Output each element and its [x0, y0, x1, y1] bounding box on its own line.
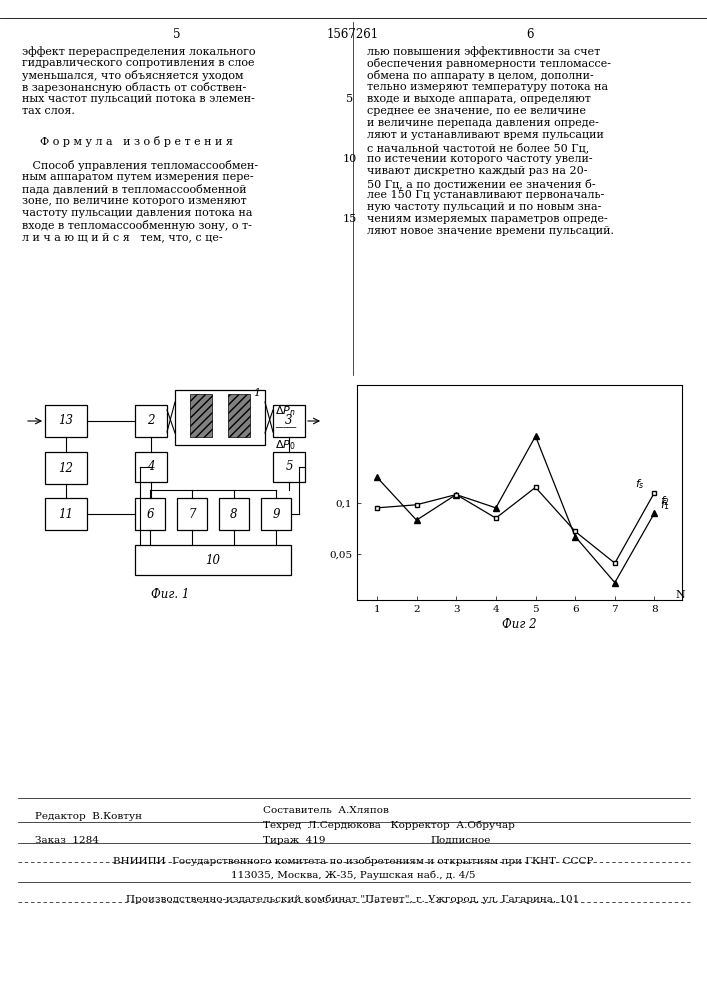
Text: входе и выходе аппарата, определяют: входе и выходе аппарата, определяют [367, 94, 591, 104]
Text: частоту пульсации давления потока на: частоту пульсации давления потока на [22, 208, 252, 218]
Text: Производственно-издательский комбинат "Патент", г. Ужгород, ул. Гагарина, 101: Производственно-издательский комбинат "П… [127, 895, 580, 904]
Text: 13: 13 [59, 414, 74, 428]
Text: и величине перепада давления опреде-: и величине перепада давления опреде- [367, 118, 599, 128]
Text: ную частоту пульсаций и по новым зна-: ную частоту пульсаций и по новым зна- [367, 202, 602, 212]
Text: обеспечения равномерности тепломассе-: обеспечения равномерности тепломассе- [367, 58, 611, 69]
Text: в зарезонансную область от собствен-: в зарезонансную область от собствен- [22, 82, 246, 93]
Text: 50 Гц, а по достижении ее значения б-: 50 Гц, а по достижении ее значения б- [367, 178, 595, 189]
Text: гидравлического сопротивления в слое: гидравлического сопротивления в слое [22, 58, 255, 68]
Bar [273, 452, 305, 482]
Text: 9: 9 [272, 508, 280, 520]
Bar [261, 498, 291, 530]
Text: по истечении которого частоту увели-: по истечении которого частоту увели- [367, 154, 592, 164]
Text: 7: 7 [188, 508, 196, 520]
Text: тах слоя.: тах слоя. [22, 106, 75, 116]
Text: 10: 10 [206, 554, 221, 566]
Text: входе в тепломассообменную зону, о т-: входе в тепломассообменную зону, о т- [22, 220, 252, 231]
Text: обмена по аппарату в целом, дополни-: обмена по аппарату в целом, дополни- [367, 70, 594, 81]
Text: 1: 1 [253, 388, 261, 398]
Text: чениям измеряемых параметров опреде-: чениям измеряемых параметров опреде- [367, 214, 608, 224]
Text: 12: 12 [59, 462, 74, 475]
Text: $\Delta P_0$: $\Delta P_0$ [275, 438, 296, 452]
Text: тельно измеряют температуру потока на: тельно измеряют температуру потока на [367, 82, 608, 92]
Bar [45, 405, 87, 437]
Text: ляют и устанавливают время пульсации: ляют и устанавливают время пульсации [367, 130, 604, 140]
Text: $\Delta P_n$: $\Delta P_n$ [275, 404, 296, 418]
Text: с начальной частотой не более 50 Гц,: с начальной частотой не более 50 Гц, [367, 142, 589, 153]
Bar [135, 498, 165, 530]
Text: Ф о р м у л а   и з о б р е т е н и я: Ф о р м у л а и з о б р е т е н и я [40, 136, 233, 147]
Text: Фиг 2: Фиг 2 [503, 618, 537, 631]
Text: Способ управления тепломассообмен-: Способ управления тепломассообмен- [22, 160, 258, 171]
Text: 11: 11 [59, 508, 74, 520]
Text: Техред  Л.Сердюкова   Корректор  А.Обручар: Техред Л.Сердюкова Корректор А.Обручар [263, 820, 515, 830]
Bar [228, 394, 250, 437]
Text: Подписное: Подписное [430, 836, 491, 845]
Text: 2: 2 [147, 414, 155, 428]
Text: 1567261: 1567261 [327, 28, 379, 41]
Text: N: N [675, 590, 685, 600]
Text: $f_2$: $f_2$ [660, 494, 670, 508]
Text: 15: 15 [343, 214, 357, 224]
Bar [45, 452, 87, 484]
Text: ─────: ───── [275, 425, 296, 431]
Text: Фиг. 1: Фиг. 1 [151, 588, 189, 601]
Bar [177, 498, 207, 530]
Text: 5: 5 [173, 28, 181, 41]
Text: среднее ее значение, по ее величине: среднее ее значение, по ее величине [367, 106, 586, 116]
Text: $f_s$: $f_s$ [635, 477, 645, 491]
Text: лью повышения эффективности за счет: лью повышения эффективности за счет [367, 46, 600, 57]
Bar [175, 390, 265, 445]
Text: эффект перераспределения локального: эффект перераспределения локального [22, 46, 255, 57]
Bar [135, 452, 167, 482]
Text: Редактор  В.Ковтун: Редактор В.Ковтун [35, 812, 142, 821]
Text: зоне, по величине которого изменяют: зоне, по величине которого изменяют [22, 196, 247, 206]
Bar [273, 405, 305, 437]
Bar [135, 405, 167, 437]
Bar [219, 498, 249, 530]
Text: ляют новое значение времени пульсаций.: ляют новое значение времени пульсаций. [367, 226, 614, 236]
Text: чивают дискретно каждый раз на 20-: чивают дискретно каждый раз на 20- [367, 166, 588, 176]
Text: ным аппаратом путем измерения пере-: ным аппаратом путем измерения пере- [22, 172, 254, 182]
Text: 5: 5 [346, 94, 354, 104]
Text: ных частот пульсаций потока в элемен-: ных частот пульсаций потока в элемен- [22, 94, 255, 104]
Text: 10: 10 [343, 154, 357, 164]
Text: 5: 5 [285, 460, 293, 474]
Text: Составитель  А.Хляпов: Составитель А.Хляпов [263, 806, 389, 815]
Text: $f_1$: $f_1$ [660, 498, 671, 512]
Text: 8: 8 [230, 508, 238, 520]
Bar [135, 545, 291, 575]
Text: 6: 6 [526, 28, 534, 41]
Text: 4: 4 [147, 460, 155, 474]
Bar [45, 498, 87, 530]
Text: лее 150 Гц устанавливают первоначаль-: лее 150 Гц устанавливают первоначаль- [367, 190, 604, 200]
Text: 6: 6 [146, 508, 153, 520]
Text: уменьшался, что объясняется уходом: уменьшался, что объясняется уходом [22, 70, 243, 81]
Text: пада давлений в тепломассообменной: пада давлений в тепломассообменной [22, 184, 247, 195]
Text: 113035, Москва, Ж-35, Раушская наб., д. 4/5: 113035, Москва, Ж-35, Раушская наб., д. … [230, 870, 475, 880]
Text: Заказ  1284: Заказ 1284 [35, 836, 99, 845]
Text: 3: 3 [285, 414, 293, 428]
Text: Тираж  419: Тираж 419 [263, 836, 325, 845]
Bar [190, 394, 212, 437]
Text: л и ч а ю щ и й с я   тем, что, с це-: л и ч а ю щ и й с я тем, что, с це- [22, 232, 223, 242]
Text: ВНИИПИ  Государственного комитета по изобретениям и открытиям при ГКНТ  СССР: ВНИИПИ Государственного комитета по изоб… [113, 856, 593, 865]
